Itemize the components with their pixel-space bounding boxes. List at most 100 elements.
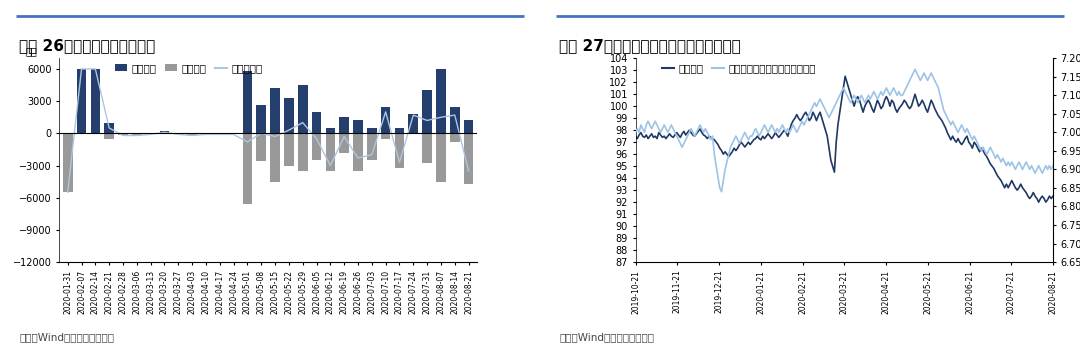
货币净投放 bbox=[158, 130, 171, 134]
Bar bbox=[215, 133, 225, 134]
Bar bbox=[132, 133, 141, 135]
货币净投放 bbox=[282, 128, 295, 132]
Bar bbox=[229, 133, 239, 134]
美元兑人民币即期汇率（右轴） bbox=[629, 130, 642, 135]
Bar bbox=[463, 120, 473, 133]
Bar bbox=[312, 133, 322, 160]
美元指数 bbox=[656, 135, 669, 139]
美元指数 bbox=[1032, 200, 1045, 204]
Bar bbox=[298, 85, 308, 133]
货币净投放 bbox=[269, 134, 282, 139]
Bar bbox=[339, 117, 349, 133]
美元兑人民币即期汇率（右轴） bbox=[908, 67, 921, 72]
货币净投放 bbox=[255, 131, 268, 135]
货币净投放 bbox=[117, 133, 130, 138]
货币净投放 bbox=[186, 133, 199, 138]
Bar bbox=[450, 133, 460, 142]
货币净投放 bbox=[200, 132, 213, 136]
货币净投放 bbox=[75, 67, 87, 71]
Bar bbox=[270, 133, 280, 182]
美元指数 bbox=[897, 98, 910, 102]
Line: 货币净投放: 货币净投放 bbox=[68, 69, 469, 192]
美元兑人民币即期汇率（右轴） bbox=[788, 126, 801, 131]
美元兑人民币即期汇率（右轴） bbox=[656, 126, 669, 131]
Bar bbox=[77, 69, 86, 133]
货币净投放 bbox=[407, 113, 420, 117]
Bar bbox=[160, 131, 170, 133]
美元指数 bbox=[751, 134, 764, 138]
货币净投放 bbox=[241, 140, 254, 144]
Legend: 美元指数, 美元兑人民币即期汇率（右轴）: 美元指数, 美元兑人民币即期汇率（右轴） bbox=[662, 63, 815, 74]
Bar bbox=[381, 133, 391, 139]
Bar bbox=[367, 133, 377, 160]
Bar bbox=[105, 123, 114, 133]
Bar bbox=[91, 69, 100, 133]
美元兑人民币即期汇率（右轴） bbox=[753, 134, 766, 138]
Line: 美元指数: 美元指数 bbox=[635, 76, 1053, 202]
Bar bbox=[243, 133, 253, 204]
货币净投放 bbox=[434, 115, 447, 119]
货币净投放 bbox=[144, 132, 157, 136]
货币净投放 bbox=[365, 153, 378, 157]
美元兑人民币即期汇率（右轴） bbox=[1030, 167, 1043, 171]
Bar bbox=[408, 114, 418, 133]
Bar bbox=[339, 133, 349, 153]
Bar bbox=[312, 112, 322, 133]
货币净投放 bbox=[393, 160, 406, 165]
Bar bbox=[270, 88, 280, 133]
货币净投放 bbox=[62, 190, 75, 194]
Text: 来源：Wind，国金证券研究所: 来源：Wind，国金证券研究所 bbox=[559, 332, 654, 342]
Bar bbox=[174, 133, 184, 134]
货币净投放 bbox=[131, 133, 144, 138]
美元指数 bbox=[629, 134, 642, 138]
Text: 来源：Wind，国金证券研究所: 来源：Wind，国金证券研究所 bbox=[19, 332, 114, 342]
货币净投放 bbox=[379, 110, 392, 114]
美元指数 bbox=[839, 74, 852, 78]
货币净投放 bbox=[103, 126, 116, 130]
货币净投放 bbox=[89, 67, 102, 71]
Bar bbox=[422, 133, 432, 163]
Bar bbox=[353, 133, 363, 171]
Bar bbox=[408, 133, 418, 134]
Bar bbox=[105, 133, 114, 139]
货币净投放 bbox=[213, 132, 226, 136]
Bar bbox=[367, 128, 377, 133]
美元指数 bbox=[1028, 194, 1041, 198]
货币净投放 bbox=[420, 118, 433, 123]
货币净投放 bbox=[448, 113, 461, 117]
Text: 图表 26：本周货币净投放为正: 图表 26：本周货币净投放为正 bbox=[19, 38, 156, 53]
货币净投放 bbox=[338, 134, 351, 139]
Bar bbox=[284, 98, 294, 133]
货币净投放 bbox=[462, 169, 475, 173]
Bar bbox=[63, 133, 72, 192]
Text: 图表 27：人民币小幅升值，美元指数走强: 图表 27：人民币小幅升值，美元指数走强 bbox=[559, 38, 741, 53]
Bar bbox=[160, 133, 170, 134]
Bar bbox=[325, 133, 335, 171]
美元兑人民币即期汇率（右轴） bbox=[897, 90, 910, 94]
货币净投放 bbox=[310, 136, 323, 141]
货币净投放 bbox=[296, 120, 309, 125]
Bar bbox=[201, 133, 211, 134]
货币净投放 bbox=[172, 132, 185, 136]
美元兑人民币即期汇率（右轴） bbox=[1047, 163, 1059, 168]
Bar bbox=[243, 71, 253, 133]
Bar bbox=[118, 133, 127, 135]
Bar bbox=[381, 107, 391, 133]
货币净投放 bbox=[351, 156, 364, 160]
Bar bbox=[256, 106, 266, 133]
Bar bbox=[146, 133, 156, 134]
Legend: 货币投放, 货币回笼, 货币净投放: 货币投放, 货币回笼, 货币净投放 bbox=[114, 63, 262, 74]
Bar bbox=[394, 133, 404, 168]
Line: 美元兑人民币即期汇率（右轴）: 美元兑人民币即期汇率（右轴） bbox=[635, 70, 1053, 192]
Bar bbox=[284, 133, 294, 166]
美元指数 bbox=[786, 118, 799, 123]
货币净投放 bbox=[324, 163, 337, 168]
Bar bbox=[394, 128, 404, 133]
Bar bbox=[450, 107, 460, 133]
Bar bbox=[298, 133, 308, 171]
Bar bbox=[187, 133, 197, 135]
Bar bbox=[422, 90, 432, 133]
Bar bbox=[256, 133, 266, 161]
Text: 亿元: 亿元 bbox=[26, 46, 38, 56]
Bar bbox=[353, 120, 363, 133]
